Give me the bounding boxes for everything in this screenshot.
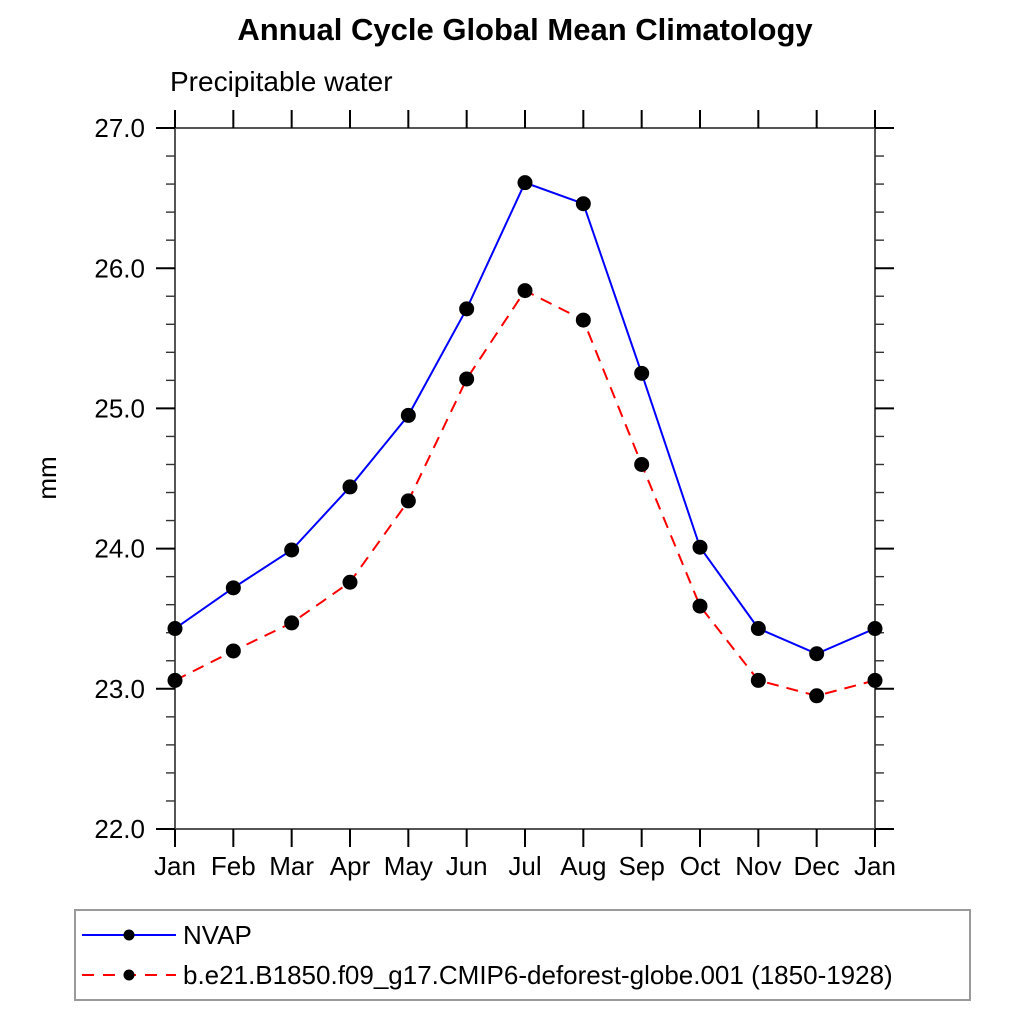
x-tick-label: Aug bbox=[560, 851, 606, 881]
data-point bbox=[167, 672, 183, 688]
legend-swatch-0 bbox=[82, 929, 176, 941]
data-point bbox=[634, 456, 650, 472]
data-point bbox=[692, 539, 708, 555]
legend: NVAP b.e21.B1850.f09_g17.CMIP6-deforest-… bbox=[74, 909, 971, 1001]
legend-marker-0 bbox=[123, 929, 135, 941]
x-tick-label: Sep bbox=[619, 851, 665, 881]
data-point bbox=[750, 621, 766, 637]
data-point bbox=[809, 646, 825, 662]
chart-subtitle: Precipitable water bbox=[170, 66, 393, 97]
x-tick-label: Jan bbox=[154, 851, 196, 881]
plot-frame bbox=[174, 127, 876, 830]
x-tick-label: Apr bbox=[330, 851, 371, 881]
data-point bbox=[867, 672, 883, 688]
x-tick-label: May bbox=[384, 851, 433, 881]
y-tick-label: 23.0 bbox=[94, 674, 145, 704]
x-tick-label: Jun bbox=[446, 851, 488, 881]
data-point bbox=[750, 672, 766, 688]
legend-marker-1 bbox=[123, 969, 135, 981]
data-point bbox=[575, 196, 591, 212]
y-tick-label: 26.0 bbox=[94, 253, 145, 283]
chart-title: Annual Cycle Global Mean Climatology bbox=[237, 12, 813, 47]
legend-label-0: NVAP bbox=[183, 919, 252, 950]
data-point bbox=[400, 407, 416, 423]
series-line-0 bbox=[174, 181, 876, 655]
x-tick-label: Mar bbox=[269, 851, 314, 881]
data-point bbox=[459, 301, 475, 317]
data-point bbox=[809, 688, 825, 704]
data-point bbox=[167, 621, 183, 637]
x-tick-label: Jul bbox=[508, 851, 541, 881]
data-point bbox=[459, 371, 475, 387]
data-point bbox=[400, 493, 416, 509]
data-point bbox=[575, 312, 591, 328]
legend-item-model: b.e21.B1850.f09_g17.CMIP6-deforest-globe… bbox=[76, 955, 969, 995]
x-tick-label: Nov bbox=[735, 851, 781, 881]
y-tick-label: 25.0 bbox=[94, 394, 145, 424]
data-point bbox=[517, 175, 533, 191]
y-tick-label: 27.0 bbox=[94, 113, 145, 143]
data-point bbox=[225, 580, 241, 596]
data-point bbox=[517, 283, 533, 299]
data-point bbox=[284, 615, 300, 631]
y-tick-label: 22.0 bbox=[94, 814, 145, 844]
data-point bbox=[225, 643, 241, 659]
legend-label-1: b.e21.B1850.f09_g17.CMIP6-deforest-globe… bbox=[183, 959, 893, 990]
data-point bbox=[634, 365, 650, 381]
x-tick-label: Dec bbox=[794, 851, 840, 881]
x-tick-label: Feb bbox=[211, 851, 256, 881]
data-point bbox=[342, 479, 358, 495]
legend-item-nvap: NVAP bbox=[76, 915, 969, 955]
x-tick-label: Oct bbox=[680, 851, 721, 881]
data-point bbox=[692, 598, 708, 614]
data-point bbox=[867, 621, 883, 637]
legend-swatch-1 bbox=[82, 969, 176, 981]
y-tick-label: 24.0 bbox=[94, 534, 145, 564]
x-tick-label: Jan bbox=[854, 851, 896, 881]
series-line-1 bbox=[174, 289, 876, 697]
data-point bbox=[284, 542, 300, 558]
y-axis-title: mm bbox=[32, 456, 62, 499]
data-point bbox=[342, 574, 358, 590]
